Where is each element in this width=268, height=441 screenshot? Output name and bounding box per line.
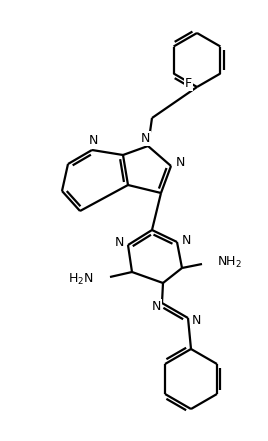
Text: N: N (175, 157, 185, 169)
Text: NH$_2$: NH$_2$ (217, 254, 242, 269)
Text: N: N (140, 131, 150, 145)
Text: H$_2$N: H$_2$N (68, 272, 94, 287)
Text: N: N (88, 135, 98, 147)
Text: N: N (191, 314, 201, 326)
Text: N: N (151, 299, 161, 313)
Text: N: N (114, 236, 124, 250)
Text: F: F (185, 77, 192, 90)
Text: N: N (181, 233, 191, 247)
